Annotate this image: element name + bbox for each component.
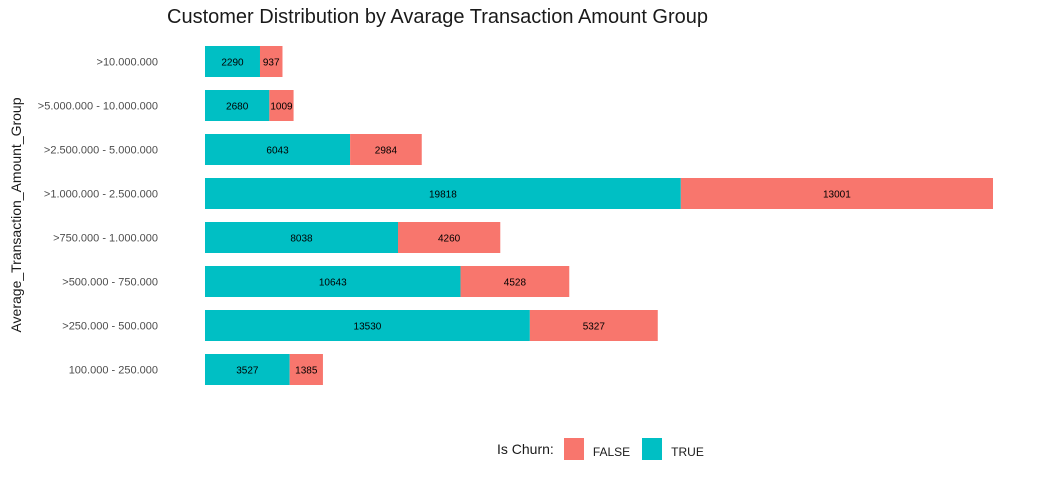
data-label-false: 1385 [295, 366, 318, 377]
bar-true [205, 310, 530, 341]
bar-false [529, 310, 658, 341]
bar-true [205, 222, 398, 253]
legend-swatch-true [642, 438, 663, 460]
y-tick-label: >5.000.000 - 10.000.000 [38, 101, 158, 113]
bar-false [680, 178, 993, 209]
legend-label-true: TRUE [671, 444, 704, 459]
data-label-true: 2680 [226, 102, 249, 113]
data-label-true: 13530 [354, 322, 382, 333]
chart-title: Customer Distribution by Avarage Transac… [167, 6, 709, 28]
legend: Is Churn: FALSE TRUE [497, 438, 716, 460]
bar-false [460, 266, 570, 297]
bar-true [205, 266, 461, 297]
legend-swatch-false [563, 438, 584, 460]
data-label-false: 1009 [270, 102, 293, 113]
bar-false [259, 46, 283, 77]
data-label-false: 2984 [375, 146, 398, 157]
bar-false [289, 354, 323, 385]
y-tick-label: >10.000.000 [97, 57, 158, 69]
y-tick-label: >2.500.000 - 5.000.000 [44, 145, 158, 157]
legend-label-false: FALSE [592, 444, 631, 459]
bar-false [397, 222, 501, 253]
bar-true [205, 46, 260, 77]
legend-title: Is Churn: [497, 441, 554, 457]
bar-true [205, 178, 681, 209]
y-tick-label: >500.000 - 750.000 [62, 277, 158, 289]
bar-true [205, 354, 290, 385]
bar-chart: >10.000.000 2290 937 >5.000.000 - 10.000.00… [38, 46, 993, 385]
y-tick-label: >750.000 - 1.000.000 [53, 233, 158, 245]
bar-true [205, 90, 270, 121]
data-label-true: 8038 [290, 234, 313, 245]
data-label-true: 2290 [221, 58, 244, 69]
y-tick-label: >250.000 - 500.000 [62, 321, 158, 333]
data-label-false: 4260 [438, 234, 461, 245]
data-label-false: 5327 [583, 322, 606, 333]
data-label-false: 937 [263, 58, 280, 69]
data-label-true: 3527 [236, 366, 259, 377]
bar-false [269, 90, 294, 121]
bar-true [205, 134, 351, 165]
data-label-true: 19818 [429, 190, 457, 201]
data-label-true: 6043 [266, 146, 289, 157]
y-tick-label: 100.000 - 250.000 [69, 365, 158, 377]
data-label-false: 13001 [823, 190, 851, 201]
bar-false [350, 134, 422, 165]
data-label-false: 4528 [504, 278, 527, 289]
data-label-true: 10643 [319, 278, 347, 289]
y-tick-label: >1.000.000 - 2.500.000 [44, 189, 158, 201]
